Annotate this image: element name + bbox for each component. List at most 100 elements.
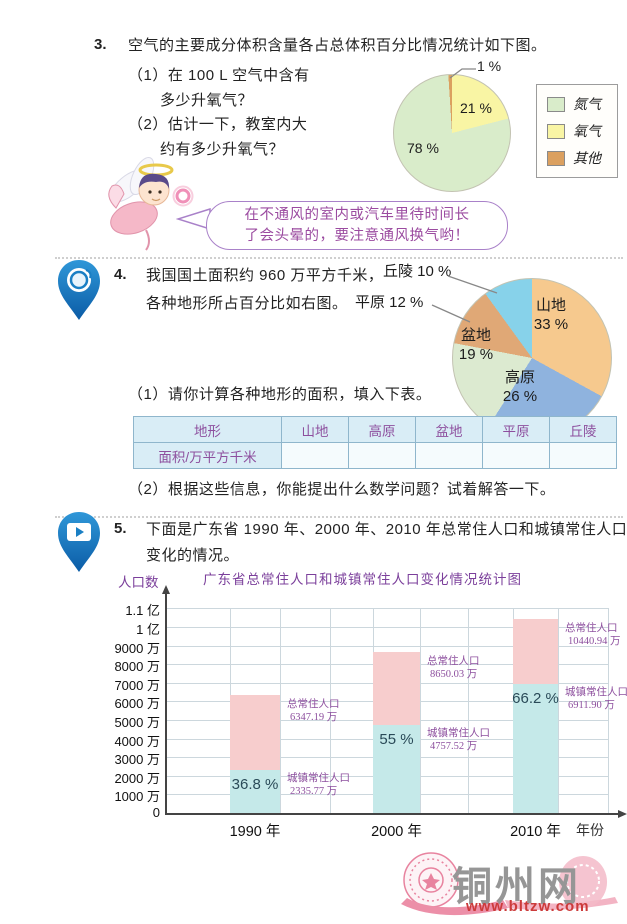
- table-header-cell: 高原: [348, 416, 416, 443]
- y-tick-label: 0: [152, 805, 160, 820]
- y-tick-label: 1000 万: [114, 789, 160, 805]
- fairy-illustration-icon: [108, 156, 194, 251]
- q5-prompt-line2: 变化的情况。: [146, 547, 240, 564]
- y-tick-label: 7000 万: [114, 677, 160, 693]
- bubble-line1: 在不通风的室内或汽车里待时间长: [244, 206, 470, 223]
- terrain-gaoyuan-name: 高原: [504, 369, 535, 386]
- clock-pin-icon: [58, 260, 100, 320]
- legend-swatch-icon: [547, 96, 565, 112]
- vgrid-line: [558, 608, 559, 813]
- table-header-cell: 丘陵: [549, 416, 617, 443]
- q3-sub1-line1: （1）在 100 L 空气中含有: [128, 67, 310, 84]
- hgrid-line: [165, 608, 608, 610]
- y-axis: [165, 594, 167, 813]
- legend-label: 氮气: [573, 98, 601, 113]
- pie1-leader-line: [449, 68, 476, 79]
- chart-title: 广东省总常住人口和城镇常住人口变化情况统计图: [203, 572, 522, 587]
- video-pin-icon: [58, 512, 100, 572]
- terrain-shandi-pct: 33 %: [533, 316, 569, 333]
- q3-prompt: 空气的主要成分体积含量各占总体积百分比情况统计如下图。: [128, 37, 547, 54]
- terrain-pendi-pct: 19 %: [458, 346, 494, 363]
- q4-prompt-line2: 各种地形所占百分比如右图。: [146, 295, 348, 312]
- y-tick-label: 1.1 亿: [125, 603, 160, 619]
- q4-number: 4.: [114, 266, 127, 283]
- bar-urban: [513, 684, 558, 813]
- terrain-gaoyuan-pct: 26 %: [502, 388, 538, 405]
- y-tick-label: 1 亿: [136, 622, 160, 637]
- q3-sub2-line2: 约有多少升氧气？: [160, 141, 285, 158]
- watermark-name: 铜州网: [452, 865, 581, 909]
- terrain-label-pendi: 盆地 19 %: [447, 326, 505, 364]
- legend-swatch-icon: [547, 150, 565, 166]
- table-header-cell: 平原: [482, 416, 550, 443]
- vgrid-line: [608, 608, 609, 813]
- legend-item: 氧气: [547, 121, 607, 141]
- bar-annotation-total: 总常住人口 6347.19 万: [287, 698, 340, 723]
- x-axis: [165, 813, 620, 815]
- legend-item: 其他: [547, 148, 607, 168]
- x-category-label: 1990 年: [229, 824, 281, 840]
- legend-item: 氮气: [547, 94, 607, 114]
- y-tick-label: 6000 万: [114, 696, 160, 712]
- bar-percent-label: 55 %: [379, 730, 414, 748]
- table-row-label: 面积/万平方千米: [133, 442, 282, 469]
- bar-annotation-urban: 城镇常住人口 2335.77 万: [287, 772, 350, 797]
- bar-annotation-total: 总常住人口 8650.03 万: [427, 656, 480, 681]
- y-axis-arrow: [161, 585, 170, 595]
- table-empty-cell: [482, 442, 550, 469]
- chart-xlabel: 年份: [576, 824, 604, 839]
- vgrid-line: [420, 608, 421, 813]
- table-header-cell: 地形: [133, 416, 282, 443]
- y-tick-label: 4000 万: [114, 733, 160, 749]
- watermark-url: www.bltzw.com: [466, 898, 590, 915]
- air-pie-legend: 氮气氧气其他: [536, 84, 618, 178]
- y-tick-label: 9000 万: [114, 640, 160, 656]
- bar-percent-label: 36.8 %: [231, 775, 279, 793]
- bar-annotation-urban: 城镇常住人口 4757.52 万: [427, 727, 490, 752]
- vgrid-line: [280, 608, 281, 813]
- terrain-label-gaoyuan: 高原 26 %: [489, 368, 551, 406]
- y-tick-label: 3000 万: [114, 752, 160, 768]
- bar-annotation-urban: 城镇常住人口 6911.90 万: [565, 687, 627, 712]
- x-category-label: 2000 年: [371, 824, 422, 840]
- q3-sub1-line2: 多少升氧气？: [160, 92, 254, 109]
- table-empty-cell: [281, 442, 349, 469]
- x-category-label: 2010 年: [510, 824, 561, 840]
- bubble-line2: 了会头晕的，要注意通风换气哟！: [244, 227, 470, 244]
- q3-sub2-line1: （2）估计一下，教室内大: [128, 116, 308, 133]
- y-tick-label: 8000 万: [114, 659, 160, 675]
- chart-ylabel: 人口数: [118, 575, 159, 590]
- bar-urban: [373, 724, 420, 813]
- table-empty-cell: [549, 442, 617, 469]
- terrain-table: 地形 山地 高原 盆地 平原 丘陵 面积/万平方千米: [133, 416, 617, 469]
- hgrid-line: [165, 645, 608, 647]
- terrain-label-pingyuan: 平原 12 %: [355, 294, 424, 311]
- legend-label: 氧气: [573, 125, 601, 140]
- section-divider: [55, 257, 623, 259]
- hgrid-line: [165, 627, 608, 628]
- q5-number: 5.: [114, 520, 127, 537]
- bar-annotation-total: 总常住人口 10440.94 万: [565, 622, 621, 647]
- legend-swatch-icon: [547, 123, 565, 139]
- table-empty-cell: [415, 442, 483, 469]
- terrain-label-qiuling: 丘陵 10 %: [383, 263, 452, 280]
- bar-percent-label: 66.2 %: [512, 690, 559, 708]
- q5-prompt-line1: 下面是广东省 1990 年、2000 年、2010 年总常住人口和城镇常住人口: [146, 521, 627, 538]
- section-divider-2: [55, 516, 623, 518]
- bar-urban: [230, 769, 280, 813]
- pie-label-oxygen: 21 %: [460, 100, 492, 116]
- table-header-cell: 山地: [281, 416, 349, 443]
- watermark-seal-icon: [401, 852, 618, 916]
- population-bar-chart: 人口数 广东省总常住人口和城镇常住人口变化情况统计图 年份 0 1000 万 200…: [60, 565, 627, 865]
- q4-sub1: （1）请你计算各种地形的面积，填入下表。: [128, 386, 432, 403]
- q4-prompt-line1: 我国国土面积约 960 万平方千米，: [146, 267, 384, 284]
- pie-label-other: 1 %: [477, 58, 502, 74]
- terrain-shandi-name: 山地: [535, 297, 566, 314]
- table-empty-cell: [348, 442, 416, 469]
- vgrid-line: [330, 608, 331, 813]
- air-composition-pie: [393, 74, 511, 192]
- x-axis-arrow: [618, 809, 627, 818]
- q3-number: 3.: [94, 36, 107, 53]
- terrain-label-shandi: 山地 33 %: [520, 296, 582, 334]
